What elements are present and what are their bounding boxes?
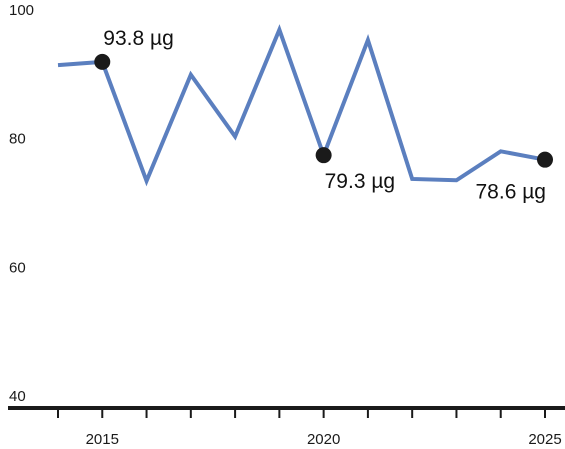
- y-tick-label-60: 60: [9, 259, 26, 276]
- y-tick-label-100: 100: [9, 2, 34, 19]
- x-tick-label-2020: 2020: [307, 431, 340, 448]
- x-axis: 2015 2020 2025: [8, 406, 565, 448]
- data-point-marker-2025: [537, 151, 553, 168]
- y-axis-labels: 40 60 80 100: [9, 2, 34, 405]
- y-tick-label-80: 80: [9, 131, 26, 148]
- series-group: [57, 24, 546, 187]
- data-label-2015: 93.8 µg: [103, 27, 174, 50]
- data-label-2025: 78.6 µg: [476, 181, 547, 204]
- data-point-marker-2015: [94, 53, 111, 70]
- series-line-0: [57, 24, 546, 187]
- x-tick-label-2025: 2025: [528, 431, 561, 448]
- y-tick-label-40: 40: [9, 388, 26, 405]
- data-point-marker-2020: [315, 147, 332, 164]
- annotations-group: 93.8 µg 79.3 µg 78.6 µg: [94, 27, 553, 204]
- data-label-2020: 79.3 µg: [325, 170, 396, 193]
- x-tick-label-2015: 2015: [86, 431, 119, 448]
